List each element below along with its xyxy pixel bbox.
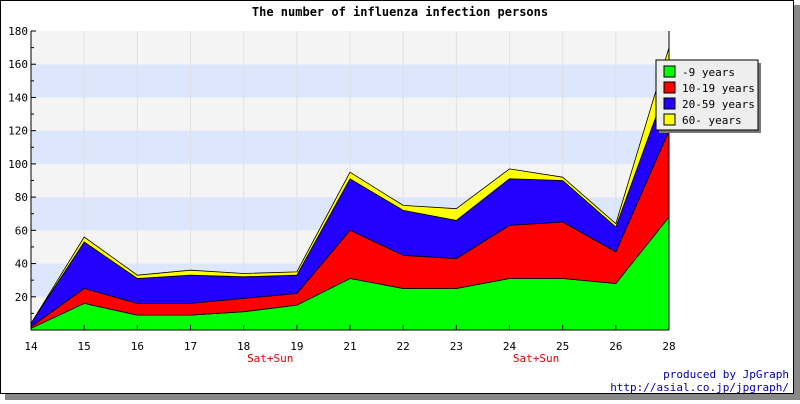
x-tick-label: 15 — [78, 340, 91, 353]
credit-url[interactable]: http://asial.co.jp/jpgraph/ — [610, 381, 789, 394]
chart-title: The number of influenza infection person… — [252, 5, 548, 19]
x-tick-label: 26 — [609, 340, 622, 353]
y-tick-label: 160 — [8, 58, 28, 71]
y-tick-label: 100 — [8, 158, 28, 171]
legend-label: 60- years — [682, 114, 742, 127]
weekend-label: Sat+Sun — [247, 352, 293, 365]
y-tick-label: 40 — [15, 258, 28, 271]
x-tick-label: 16 — [131, 340, 144, 353]
legend-swatch — [664, 98, 675, 109]
credit-text: produced by JpGraph — [663, 368, 789, 381]
x-tick-label: 21 — [343, 340, 356, 353]
legend: -9 years 10-19 years 20-59 years 60- years — [656, 60, 761, 133]
y-tick-label: 180 — [8, 25, 28, 38]
y-tick-label: 120 — [8, 125, 28, 138]
legend-label: -9 years — [682, 66, 735, 79]
weekend-label: Sat+Sun — [513, 352, 559, 365]
legend-swatch — [664, 82, 675, 93]
legend-label: 10-19 years — [682, 82, 755, 95]
x-tick-label: 14 — [24, 340, 38, 353]
legend-swatch — [664, 66, 675, 77]
y-tick-label: 20 — [15, 291, 28, 304]
y-tick-label: 80 — [15, 191, 28, 204]
x-tick-label: 23 — [450, 340, 463, 353]
legend-swatch — [664, 114, 675, 125]
x-tick-label: 22 — [397, 340, 410, 353]
y-tick-label: 60 — [15, 224, 28, 237]
x-tick-label: 17 — [184, 340, 197, 353]
x-tick-label: 28 — [662, 340, 675, 353]
legend-label: 20-59 years — [682, 98, 755, 111]
y-tick-label: 140 — [8, 91, 28, 104]
